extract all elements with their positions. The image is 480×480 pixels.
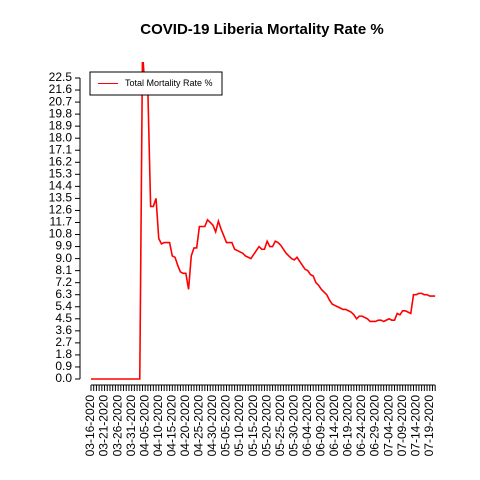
y-tick-label: 22.5 (49, 70, 73, 84)
legend-label: Total Mortality Rate % (125, 78, 213, 88)
y-tick-label: 13.5 (49, 191, 73, 205)
y-tick-label: 10.8 (49, 227, 73, 241)
chart-title: COVID-19 Liberia Mortality Rate % (140, 21, 383, 38)
y-tick-label: 8.1 (55, 263, 72, 277)
x-tick-label: 04-25-2020 (192, 395, 206, 457)
x-tick-label: 06-24-2020 (354, 395, 368, 457)
x-tick-label: 07-19-2020 (422, 395, 436, 457)
x-tick-label: 03-16-2020 (83, 395, 97, 457)
y-tick-label: 18.0 (49, 130, 73, 144)
x-tick-label: 05-10-2020 (232, 395, 246, 457)
y-tick-label: 12.6 (49, 203, 73, 217)
y-tick-label: 19.8 (49, 106, 73, 120)
y-tick-label: 16.2 (49, 154, 73, 168)
y-tick-label: 15.3 (49, 166, 73, 180)
x-tick-label: 05-20-2020 (259, 395, 273, 457)
x-tick-label: 07-14-2020 (408, 395, 422, 457)
y-tick-label: 0.9 (55, 359, 72, 373)
x-tick-label: 04-05-2020 (137, 395, 151, 457)
y-tick-label: 6.3 (55, 287, 72, 301)
x-tick-label: 04-30-2020 (205, 395, 219, 457)
plot-area (91, 62, 436, 380)
y-tick-label: 9.9 (55, 239, 72, 253)
x-tick-label: 06-14-2020 (327, 395, 341, 457)
x-tick-label: 07-04-2020 (381, 395, 395, 457)
y-tick-label: 2.7 (55, 335, 72, 349)
x-tick-label: 05-25-2020 (273, 395, 287, 457)
y-tick-label: 18.9 (49, 118, 73, 132)
x-tick-label: 06-04-2020 (300, 395, 314, 457)
x-tick-label: 03-21-2020 (97, 395, 111, 457)
x-tick-label: 05-05-2020 (219, 395, 233, 457)
x-tick-label: 04-10-2020 (151, 395, 165, 457)
y-tick-label: 14.4 (49, 179, 73, 193)
x-tick-label: 07-09-2020 (395, 395, 409, 457)
x-tick-label: 05-30-2020 (286, 395, 300, 457)
y-tick-label: 21.6 (49, 82, 73, 96)
y-tick-label: 7.2 (55, 275, 72, 289)
x-tick-label: 05-15-2020 (246, 395, 260, 457)
x-tick-label: 06-29-2020 (368, 395, 382, 457)
y-tick-label: 1.8 (55, 347, 72, 361)
x-tick-label: 03-26-2020 (110, 395, 124, 457)
y-tick-label: 4.5 (55, 311, 72, 325)
data-line (91, 62, 436, 380)
y-tick-label: 9.0 (55, 251, 72, 265)
x-tick-label: 03-31-2020 (124, 395, 138, 457)
x-tick-label: 04-20-2020 (178, 395, 192, 457)
x-tick-label: 04-15-2020 (164, 395, 178, 457)
y-tick-label: 5.4 (55, 299, 72, 313)
y-tick-label: 3.6 (55, 323, 72, 337)
legend-box (89, 71, 223, 96)
y-tick-label: 11.7 (50, 215, 73, 229)
y-tick-label: 0.0 (55, 371, 72, 385)
y-tick-label: 17.1 (49, 142, 73, 156)
x-tick-label: 06-09-2020 (314, 395, 328, 457)
x-tick-label: 06-19-2020 (341, 395, 355, 457)
y-tick-label: 20.7 (49, 94, 73, 108)
